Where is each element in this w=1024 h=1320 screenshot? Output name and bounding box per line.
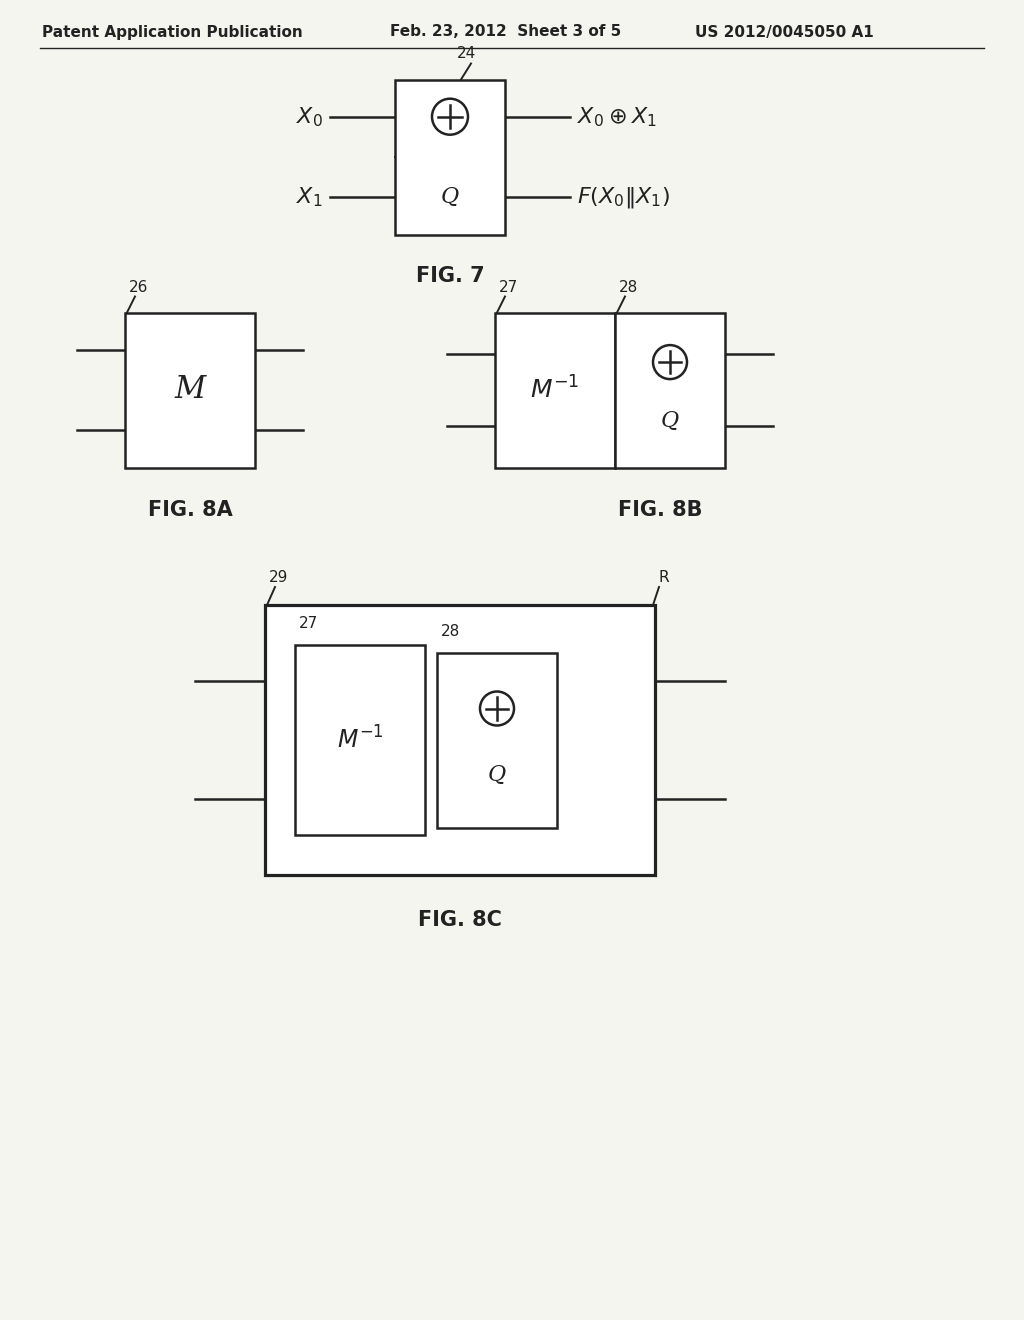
Text: 24: 24 (457, 46, 476, 62)
Circle shape (432, 99, 468, 135)
Text: 27: 27 (299, 616, 318, 631)
Text: $X_0 \oplus X_1$: $X_0 \oplus X_1$ (577, 104, 656, 128)
Bar (495, 313, 615, 467)
Bar (395, 79, 505, 235)
Text: 28: 28 (441, 623, 460, 639)
Circle shape (653, 345, 687, 379)
Text: M: M (174, 375, 206, 405)
Text: Patent Application Publication: Patent Application Publication (42, 25, 303, 40)
Circle shape (480, 692, 514, 726)
Text: 28: 28 (618, 280, 638, 294)
Text: FIG. 8C: FIG. 8C (418, 909, 502, 931)
Text: Q: Q (487, 764, 506, 785)
Text: 27: 27 (499, 280, 518, 294)
Text: 29: 29 (269, 570, 289, 585)
Text: Q: Q (441, 186, 459, 209)
Bar (615, 313, 725, 467)
Text: $M^{-1}$: $M^{-1}$ (337, 726, 383, 754)
Text: $F(X_0 \| X_1)$: $F(X_0 \| X_1)$ (577, 185, 670, 210)
Text: $X_1$: $X_1$ (296, 186, 323, 209)
Text: Q: Q (660, 411, 679, 432)
Bar (437, 652, 557, 828)
Text: 26: 26 (129, 280, 148, 294)
Text: R: R (659, 570, 670, 585)
Text: $M^{-1}$: $M^{-1}$ (530, 376, 580, 404)
Text: Feb. 23, 2012  Sheet 3 of 5: Feb. 23, 2012 Sheet 3 of 5 (390, 25, 622, 40)
Text: FIG. 8A: FIG. 8A (147, 499, 232, 520)
Text: FIG. 7: FIG. 7 (416, 267, 484, 286)
Text: US 2012/0045050 A1: US 2012/0045050 A1 (695, 25, 873, 40)
Text: FIG. 8B: FIG. 8B (617, 499, 702, 520)
Bar (265, 605, 655, 875)
Bar (295, 645, 425, 836)
Text: $X_0$: $X_0$ (296, 104, 323, 128)
Bar (125, 313, 255, 467)
